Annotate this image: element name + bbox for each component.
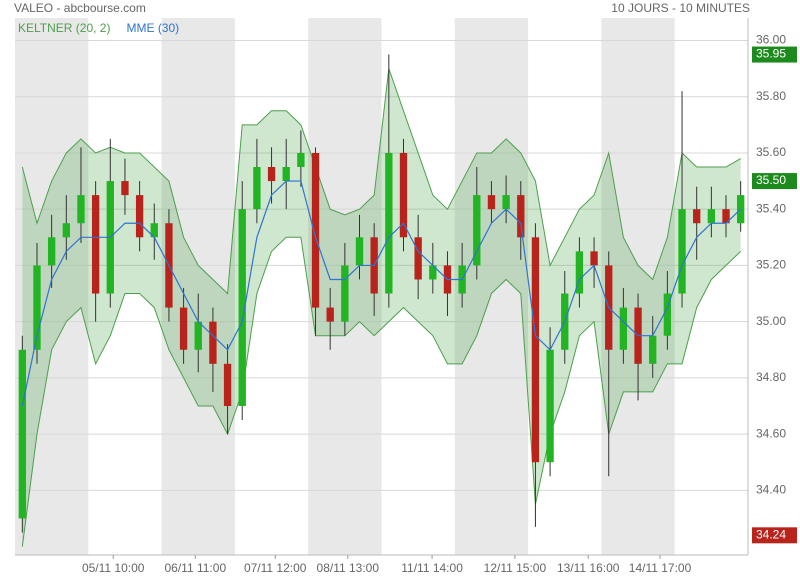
candle-body: [209, 321, 217, 364]
candle-body: [385, 152, 393, 294]
x-tick-label: 06/11 11:00: [165, 561, 227, 575]
candle-body: [531, 237, 540, 463]
x-tick-label: 11/11 14:00: [401, 561, 463, 575]
candle-body: [341, 265, 349, 322]
candle-body: [150, 223, 158, 238]
candle-body: [355, 237, 364, 266]
candle-body: [429, 265, 437, 280]
keltner-upper: [21, 68, 741, 295]
candle-body: [297, 152, 305, 168]
candle-body: [517, 195, 525, 238]
candle-body: [473, 195, 481, 266]
candle-body: [575, 251, 584, 294]
x-tick-label: 14/11 17:00: [629, 561, 692, 575]
candle-body: [678, 209, 686, 294]
candle-body: [18, 349, 26, 519]
x-tick-label: 12/11 15:00: [484, 561, 547, 575]
candle-body: [91, 195, 100, 294]
candle-body: [253, 167, 261, 210]
candle-body: [223, 363, 232, 406]
session-shade: [601, 18, 675, 555]
candle-body: [194, 321, 202, 350]
candle-body: [487, 195, 496, 210]
x-tick-label: 05/11 10:00: [82, 561, 145, 575]
candle-body: [282, 167, 290, 182]
candle-body: [502, 195, 510, 210]
keltner-band: [22, 68, 741, 547]
candle-body: [179, 307, 188, 350]
x-tick-label: 08/11 13:00: [317, 561, 380, 575]
candle-body: [546, 349, 554, 463]
y-tick-label: 36.00: [756, 33, 786, 47]
candle-body: [649, 335, 657, 364]
chart-title: VALEO - abcbourse.com: [14, 1, 146, 15]
price-marker: [752, 46, 797, 63]
y-tick-label: 34.40: [756, 483, 786, 497]
candle-body: [33, 265, 41, 350]
y-tick-label: 35.20: [756, 258, 786, 272]
candle-body: [414, 237, 422, 280]
candle-body: [47, 237, 56, 266]
y-tick-label: 34.60: [756, 426, 786, 440]
candle-body: [267, 167, 276, 182]
x-tick-label: 07/11 12:00: [244, 561, 307, 575]
candle-body: [722, 209, 730, 224]
price-marker-label: 35.50: [756, 173, 786, 187]
price-marker: [752, 173, 797, 190]
y-tick-label: 34.80: [756, 370, 786, 384]
candle-body: [326, 307, 334, 322]
candle-body: [693, 209, 701, 224]
candle-body: [737, 195, 745, 224]
keltner-lower: [21, 236, 742, 547]
price-marker-label: 34.24: [756, 527, 786, 541]
candle-body: [62, 223, 70, 238]
candle-body: [399, 152, 408, 238]
candle-body: [121, 181, 129, 196]
legend-entry: MME (30): [126, 21, 179, 35]
mme-line: [21, 180, 742, 407]
candle-body: [663, 293, 672, 336]
candle-body: [311, 152, 320, 308]
y-tick-label: 35.80: [756, 89, 786, 103]
candle-body: [238, 209, 246, 406]
candle-body: [77, 195, 85, 224]
session-shade: [454, 18, 529, 555]
candle-body: [135, 195, 144, 238]
legend-entry: KELTNER (20, 2): [18, 21, 110, 35]
price-marker-label: 35.95: [756, 47, 786, 61]
y-tick-label: 35.60: [756, 145, 786, 159]
candle-body: [707, 209, 716, 224]
price-marker: [752, 527, 797, 544]
chart-subtitle: 10 JOURS - 10 MINUTES: [611, 1, 750, 15]
candle-body: [590, 251, 598, 266]
y-tick-label: 35.00: [756, 314, 786, 328]
candle-body: [619, 307, 628, 350]
y-tick-label: 35.40: [756, 201, 786, 215]
session-shade: [161, 18, 235, 555]
x-tick-label: 13/11 16:00: [557, 561, 620, 575]
